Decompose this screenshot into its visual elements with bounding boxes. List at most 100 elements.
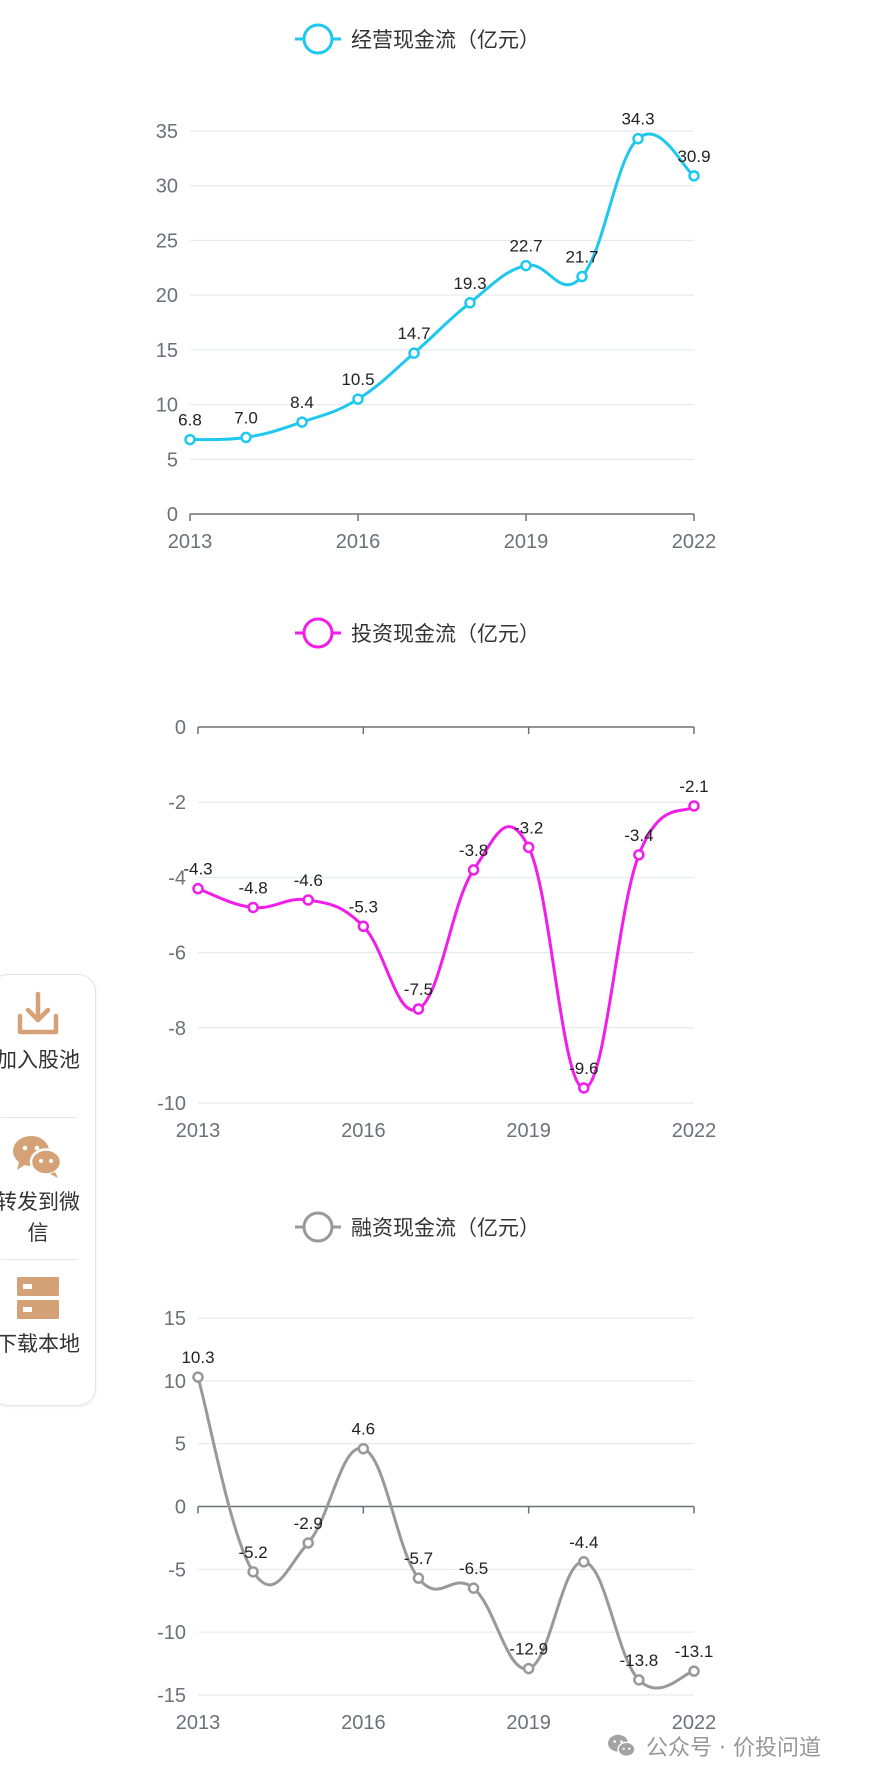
chart-1: 经营现金流（亿元） 0 5 10 15 20 25 30 35 2013 2016 2019 2022 6…	[156, 23, 717, 553]
data-point	[688, 1665, 700, 1677]
data-label: 30.9	[677, 147, 710, 166]
y-tick-label: 35	[156, 121, 178, 143]
data-point	[302, 894, 314, 906]
x-tick-label: 2019	[506, 1712, 551, 1734]
download-local-button[interactable]: 下载本地	[0, 1273, 85, 1360]
x-tick-label: 2016	[341, 1712, 386, 1734]
watermark-text: 公众号 · 价投问道	[646, 1736, 821, 1761]
data-label: -3.8	[459, 841, 488, 860]
data-point	[412, 1003, 425, 1015]
data-label: 21.7	[565, 248, 598, 267]
download-local-label: 下载本地	[0, 1332, 80, 1356]
data-point	[632, 132, 644, 145]
data-point	[578, 1082, 590, 1094]
y-tick-label: 25	[156, 230, 178, 252]
data-label: 6.8	[178, 411, 202, 430]
data-label: -5.3	[349, 897, 378, 916]
x-tick-label: 2019	[506, 1120, 551, 1142]
toolbar-divider	[1, 1259, 77, 1260]
data-label: 10.3	[181, 1348, 214, 1367]
data-label: -5.2	[238, 1543, 267, 1562]
side-toolbar: 加入股池 转发到微信 下载本地	[0, 974, 96, 1406]
y-tick-label: 15	[156, 340, 178, 362]
y-tick-label: 10	[156, 395, 178, 417]
y-tick-label: -10	[157, 1093, 186, 1115]
data-label: -2.9	[294, 1514, 323, 1533]
x-tick-label: 2016	[336, 531, 381, 553]
data-point	[240, 431, 252, 444]
y-tick-label: 10	[164, 1371, 186, 1393]
data-point	[578, 1556, 590, 1568]
y-tick-label: -2	[168, 792, 186, 814]
y-tick-label: 0	[167, 504, 178, 526]
data-label: -13.8	[620, 1651, 659, 1670]
x-tick-label: 2013	[176, 1120, 221, 1142]
y-tick-label: -15	[157, 1685, 186, 1707]
data-point	[357, 1442, 370, 1455]
wechat-icon	[608, 1734, 636, 1758]
data-point	[520, 259, 532, 272]
x-tick-label: 2022	[672, 531, 717, 553]
data-label: 10.5	[341, 370, 374, 389]
data-point	[302, 1537, 314, 1549]
chart-2: 投资现金流（亿元） -10 -8 -6 -4 -2 0 2013 2016 2019 2022 -4.…	[157, 617, 717, 1142]
data-point	[352, 393, 364, 405]
data-point	[192, 882, 204, 895]
data-label: -5.7	[404, 1549, 433, 1568]
y-tick-label: -8	[168, 1018, 186, 1040]
x-tick-label: 2019	[504, 531, 549, 553]
data-point	[184, 433, 196, 446]
data-point	[688, 800, 700, 812]
y-tick-label: -6	[168, 943, 186, 965]
data-point	[247, 901, 259, 914]
x-tick-label: 2013	[176, 1712, 221, 1734]
data-label: -4.8	[238, 878, 267, 897]
data-label: 4.6	[352, 1420, 376, 1439]
data-label: -12.9	[509, 1640, 548, 1659]
data-label: -4.6	[294, 871, 323, 890]
data-point	[192, 1371, 204, 1383]
series-line	[189, 132, 695, 442]
data-label: 19.3	[453, 274, 486, 293]
y-tick-label: 5	[167, 449, 178, 471]
data-label: -9.6	[569, 1059, 598, 1078]
legend-marker	[302, 617, 334, 649]
x-tick-label: 2022	[672, 1712, 717, 1734]
data-label: 34.3	[621, 110, 654, 129]
toolbar-divider	[1, 1117, 77, 1118]
data-point	[467, 1582, 480, 1594]
y-tick-label: 15	[164, 1308, 186, 1330]
data-label: -13.1	[675, 1642, 714, 1661]
y-tick-label: 30	[156, 176, 178, 198]
data-label: -6.5	[459, 1559, 488, 1578]
data-point	[522, 1662, 535, 1675]
data-point	[688, 170, 700, 182]
add-to-watchlist-label: 加入股池	[0, 1048, 80, 1072]
y-tick-label: 0	[175, 717, 186, 739]
series-line	[196, 1376, 695, 1690]
data-label: -3.4	[624, 826, 653, 845]
data-point	[467, 864, 480, 876]
data-point	[576, 270, 588, 283]
download-icon	[17, 991, 59, 1035]
data-label: -4.3	[183, 860, 212, 879]
share-to-wechat-label: 转发到微信	[0, 1190, 80, 1245]
x-tick-label: 2022	[672, 1120, 717, 1142]
data-point	[357, 920, 370, 933]
add-to-watchlist-button[interactable]: 加入股池	[0, 989, 85, 1076]
data-label: -3.2	[514, 818, 543, 837]
data-point	[633, 1674, 645, 1686]
legend-label: 投资现金流（亿元）	[351, 622, 540, 646]
y-tick-label: -10	[157, 1622, 186, 1644]
data-point	[633, 849, 645, 861]
data-label: -2.1	[679, 777, 708, 796]
y-tick-label: -5	[168, 1559, 186, 1581]
share-to-wechat-button[interactable]: 转发到微信	[0, 1131, 85, 1249]
data-label: 8.4	[290, 393, 314, 412]
x-tick-label: 2013	[168, 531, 213, 553]
y-tick-label: -4	[168, 867, 186, 889]
storage-icon	[17, 1277, 59, 1319]
legend-label: 经营现金流（亿元）	[351, 28, 540, 52]
chart-3: 融资现金流（亿元） -15 -10 -5 0 5 10 15 2013 2016 2019 2022 1…	[157, 1211, 717, 1734]
